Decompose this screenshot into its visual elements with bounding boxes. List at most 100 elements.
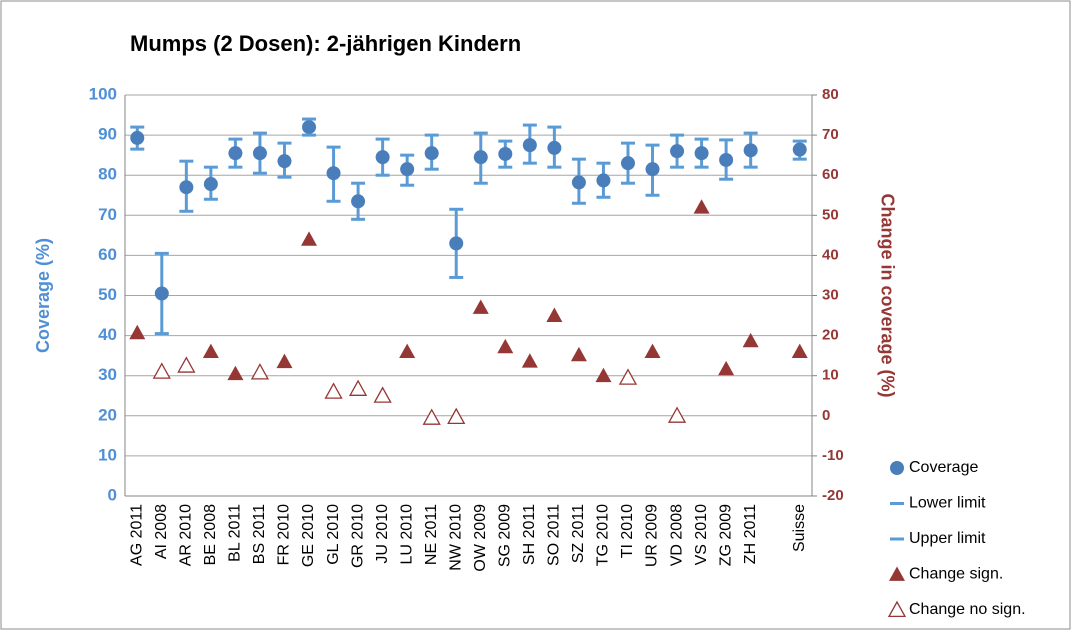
data-point — [792, 142, 807, 157]
data-point — [719, 152, 734, 167]
x-tick-label: SH 2011 — [521, 504, 538, 565]
y-tick-label: 40 — [98, 325, 117, 344]
x-tick-label: ZH 2011 — [742, 504, 759, 564]
data-point — [348, 379, 368, 396]
x-tick-label: FR 2010 — [276, 504, 293, 565]
y-tick-label: 0 — [108, 485, 117, 504]
data-point — [179, 180, 194, 195]
data-point — [570, 346, 587, 362]
y2-tick-label: 40 — [822, 246, 839, 263]
data-point — [177, 356, 196, 373]
x-tick-label: LU 2010 — [398, 504, 415, 565]
y2-tick-label: -20 — [822, 487, 844, 504]
x-tick-label: SZ 2011 — [570, 504, 587, 563]
legend-label: Change no sign. — [909, 601, 1026, 618]
y2-tick-label: 0 — [822, 407, 830, 424]
data-point — [399, 343, 416, 359]
data-point — [422, 408, 441, 425]
data-point — [277, 154, 292, 169]
data-point — [497, 338, 514, 354]
data-point — [373, 386, 392, 403]
y-tick-label: 30 — [98, 365, 117, 384]
y2-tick-label: 10 — [822, 367, 839, 384]
data-point — [645, 162, 660, 177]
data-point — [791, 343, 808, 359]
data-point — [424, 146, 439, 161]
data-point — [618, 368, 638, 385]
data-point — [693, 199, 710, 214]
y2-tick-label: 70 — [822, 126, 839, 143]
x-tick-label: BS 2011 — [251, 504, 268, 564]
x-tick-label: VD 2008 — [668, 504, 685, 566]
y-tick-label: 90 — [98, 125, 117, 144]
data-point — [324, 382, 343, 399]
data-point — [130, 130, 145, 145]
legend-label: Lower limit — [909, 495, 986, 512]
data-point — [250, 363, 270, 380]
data-point — [276, 353, 293, 369]
data-point — [447, 407, 466, 425]
data-point — [498, 146, 513, 161]
y-tick-label: 10 — [98, 445, 117, 464]
data-point — [596, 173, 611, 188]
x-tick-label: AI 2008 — [153, 504, 170, 559]
data-point — [252, 146, 267, 161]
legend-marker — [890, 461, 904, 475]
data-point — [472, 299, 489, 314]
data-point — [202, 343, 219, 359]
x-tick-label: NE 2011 — [423, 504, 440, 565]
x-tick-label: BL 2011 — [227, 504, 244, 562]
data-point — [449, 236, 464, 251]
y2-tick-label: -10 — [822, 447, 844, 464]
data-point — [670, 144, 685, 159]
y2-tick-label: 30 — [822, 286, 839, 303]
x-tick-label: AR 2010 — [178, 504, 195, 566]
data-point — [743, 143, 758, 158]
data-point — [227, 365, 244, 381]
x-tick-label: BE 2008 — [202, 504, 219, 565]
x-tick-label: VS 2010 — [693, 504, 710, 565]
data-point — [547, 140, 562, 155]
data-point — [522, 138, 537, 153]
y2-tick-label: 50 — [822, 206, 839, 223]
data-point — [718, 360, 735, 376]
data-point — [742, 332, 759, 348]
x-tick-label: GE 2010 — [300, 504, 317, 567]
legend-label: Change sign. — [909, 566, 1003, 583]
data-point — [152, 362, 171, 379]
x-tick-label: TI 2010 — [619, 504, 636, 558]
data-point — [301, 231, 318, 246]
y-tick-label: 80 — [98, 165, 117, 184]
data-point — [571, 175, 586, 190]
legend-label: Coverage — [909, 459, 978, 476]
x-tick-label: OW 2009 — [472, 504, 489, 572]
data-point — [694, 146, 709, 161]
y2-axis-title: Change in coverage (%) — [877, 193, 897, 397]
y-axis-title: Coverage (%) — [33, 238, 53, 353]
x-tick-label: AG 2011 — [128, 504, 145, 566]
data-point — [595, 367, 612, 383]
x-tick-label: UR 2009 — [644, 504, 661, 567]
legend-marker — [887, 600, 907, 618]
data-point — [154, 286, 169, 301]
x-tick-label: GR 2010 — [349, 504, 366, 568]
data-point — [302, 120, 317, 135]
y2-tick-label: 80 — [822, 86, 839, 103]
data-point — [351, 194, 366, 209]
chart-title: Mumps (2 Dosen): 2-jährigen Kindern — [130, 31, 521, 56]
x-tick-label: NW 2010 — [447, 504, 464, 571]
y-tick-label: 70 — [98, 205, 117, 224]
x-tick-label: TG 2010 — [595, 504, 612, 566]
data-point — [129, 324, 146, 340]
y2-tick-label: 60 — [822, 166, 839, 183]
legend-marker — [889, 566, 905, 581]
x-tick-label: Suisse — [791, 504, 808, 552]
x-tick-label: SG 2009 — [497, 504, 514, 567]
data-point — [667, 406, 687, 423]
x-tick-label: ZG 2009 — [717, 504, 734, 566]
y-tick-label: 100 — [89, 84, 117, 103]
y-tick-label: 50 — [98, 285, 117, 304]
data-point — [375, 150, 390, 165]
